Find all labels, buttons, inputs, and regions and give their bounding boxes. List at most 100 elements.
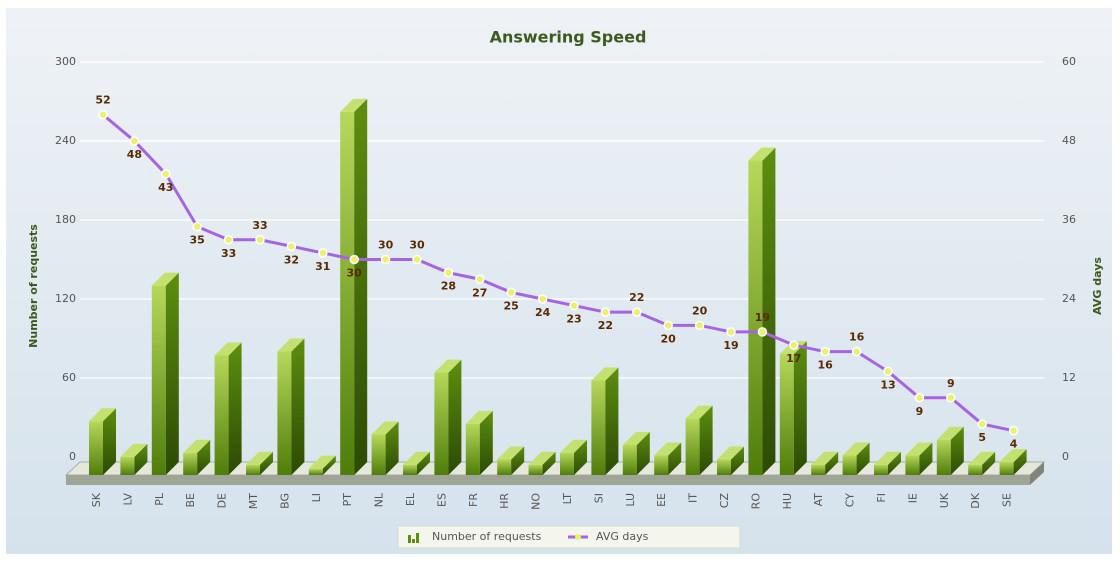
value-label: 30 bbox=[409, 239, 425, 252]
line-point bbox=[694, 320, 705, 331]
line-point bbox=[789, 340, 799, 350]
bar-side bbox=[888, 451, 901, 475]
bar-side bbox=[731, 446, 744, 475]
line-point bbox=[129, 136, 140, 146]
x-tick-label: CY bbox=[844, 493, 857, 507]
x-tick-label: SE bbox=[1001, 493, 1014, 507]
bar-side bbox=[605, 367, 619, 475]
line-point bbox=[537, 294, 548, 304]
y-tick-label: 300 bbox=[55, 55, 76, 68]
line-point bbox=[977, 419, 987, 429]
line-point bbox=[726, 327, 736, 337]
bar-side bbox=[228, 342, 242, 475]
value-label: 5 bbox=[978, 431, 986, 444]
bar-top bbox=[936, 426, 964, 440]
value-label: 32 bbox=[284, 253, 299, 266]
y-axis-title: Number of requests bbox=[27, 224, 40, 348]
chart-title: Answering Speed bbox=[490, 28, 647, 47]
bar-side bbox=[103, 408, 116, 475]
x-tick-label: IT bbox=[687, 493, 700, 503]
bar bbox=[654, 455, 669, 475]
bar-top bbox=[371, 421, 399, 435]
bar-side bbox=[448, 359, 462, 475]
bar-side bbox=[291, 338, 305, 475]
line-point bbox=[349, 254, 359, 265]
x-tick-label: SK bbox=[90, 492, 103, 507]
bar-side bbox=[919, 442, 933, 475]
value-label: 16 bbox=[849, 331, 865, 344]
bar-top bbox=[214, 342, 242, 356]
x-tick-label: NL bbox=[373, 492, 386, 507]
value-label: 22 bbox=[598, 319, 613, 332]
y2-tick-label: 24 bbox=[1062, 292, 1076, 305]
line-point bbox=[1008, 425, 1019, 436]
bar-side bbox=[982, 451, 996, 475]
bar bbox=[89, 421, 103, 475]
value-label: 33 bbox=[221, 247, 236, 260]
bar-top bbox=[528, 451, 556, 465]
value-label: 22 bbox=[629, 291, 644, 304]
bar-top bbox=[968, 451, 996, 465]
x-tick-label: HU bbox=[781, 493, 794, 509]
x-tick-label: EL bbox=[404, 492, 417, 506]
bar bbox=[748, 160, 763, 476]
line-point bbox=[223, 235, 234, 245]
bar-side bbox=[825, 451, 839, 475]
value-label: 19 bbox=[755, 311, 770, 324]
value-label: 9 bbox=[916, 405, 924, 418]
line-point bbox=[380, 254, 391, 265]
x-tick-label: EE bbox=[655, 493, 668, 507]
bar bbox=[968, 464, 983, 475]
value-label: 25 bbox=[504, 299, 519, 312]
bar-top bbox=[277, 338, 305, 352]
bar-top bbox=[560, 439, 587, 453]
bar bbox=[905, 455, 920, 475]
bar-side bbox=[1013, 449, 1027, 475]
x-tick-label: FI bbox=[875, 493, 888, 503]
legend-label: AVG days bbox=[596, 530, 649, 543]
bar bbox=[403, 464, 417, 475]
value-label: 43 bbox=[158, 181, 173, 194]
value-label: 4 bbox=[1010, 438, 1018, 451]
bar-top bbox=[591, 367, 619, 381]
bar-top bbox=[308, 455, 336, 469]
bar-top bbox=[183, 439, 211, 453]
bar-side bbox=[165, 272, 179, 475]
x-tick-label: PT bbox=[341, 493, 354, 507]
y-tick-label: 240 bbox=[55, 134, 76, 147]
bar-top bbox=[120, 443, 148, 457]
bar-side bbox=[511, 446, 525, 475]
value-label: 28 bbox=[441, 280, 456, 293]
bar-top bbox=[246, 451, 273, 465]
value-label: 9 bbox=[947, 377, 955, 390]
bar-side bbox=[856, 442, 870, 475]
bar bbox=[308, 468, 323, 475]
x-tick-label: DK bbox=[969, 492, 982, 508]
value-label: 30 bbox=[378, 239, 394, 252]
y2-tick-label: 48 bbox=[1062, 134, 1076, 147]
bar bbox=[434, 372, 449, 475]
line-point bbox=[663, 320, 673, 331]
line-point bbox=[600, 307, 611, 317]
bar-side bbox=[793, 341, 807, 475]
bar bbox=[811, 464, 826, 475]
bar-top bbox=[999, 449, 1027, 463]
line-point bbox=[255, 235, 265, 245]
bar bbox=[874, 464, 888, 475]
x-tick-label: BE bbox=[184, 493, 197, 508]
line-point bbox=[286, 241, 297, 252]
line-point bbox=[851, 346, 862, 357]
bar-side bbox=[574, 439, 587, 475]
bar-top bbox=[748, 147, 776, 161]
line-point bbox=[569, 300, 579, 311]
bar-side bbox=[668, 442, 682, 475]
legend-icon bbox=[575, 534, 581, 540]
value-label: 35 bbox=[190, 234, 205, 247]
line-point bbox=[475, 274, 485, 284]
line-point bbox=[632, 307, 642, 317]
line-point bbox=[883, 366, 893, 377]
y2-tick-label: 0 bbox=[1062, 450, 1069, 463]
x-tick-label: SI bbox=[592, 493, 605, 503]
bar-top bbox=[434, 359, 462, 373]
bar bbox=[183, 452, 198, 475]
